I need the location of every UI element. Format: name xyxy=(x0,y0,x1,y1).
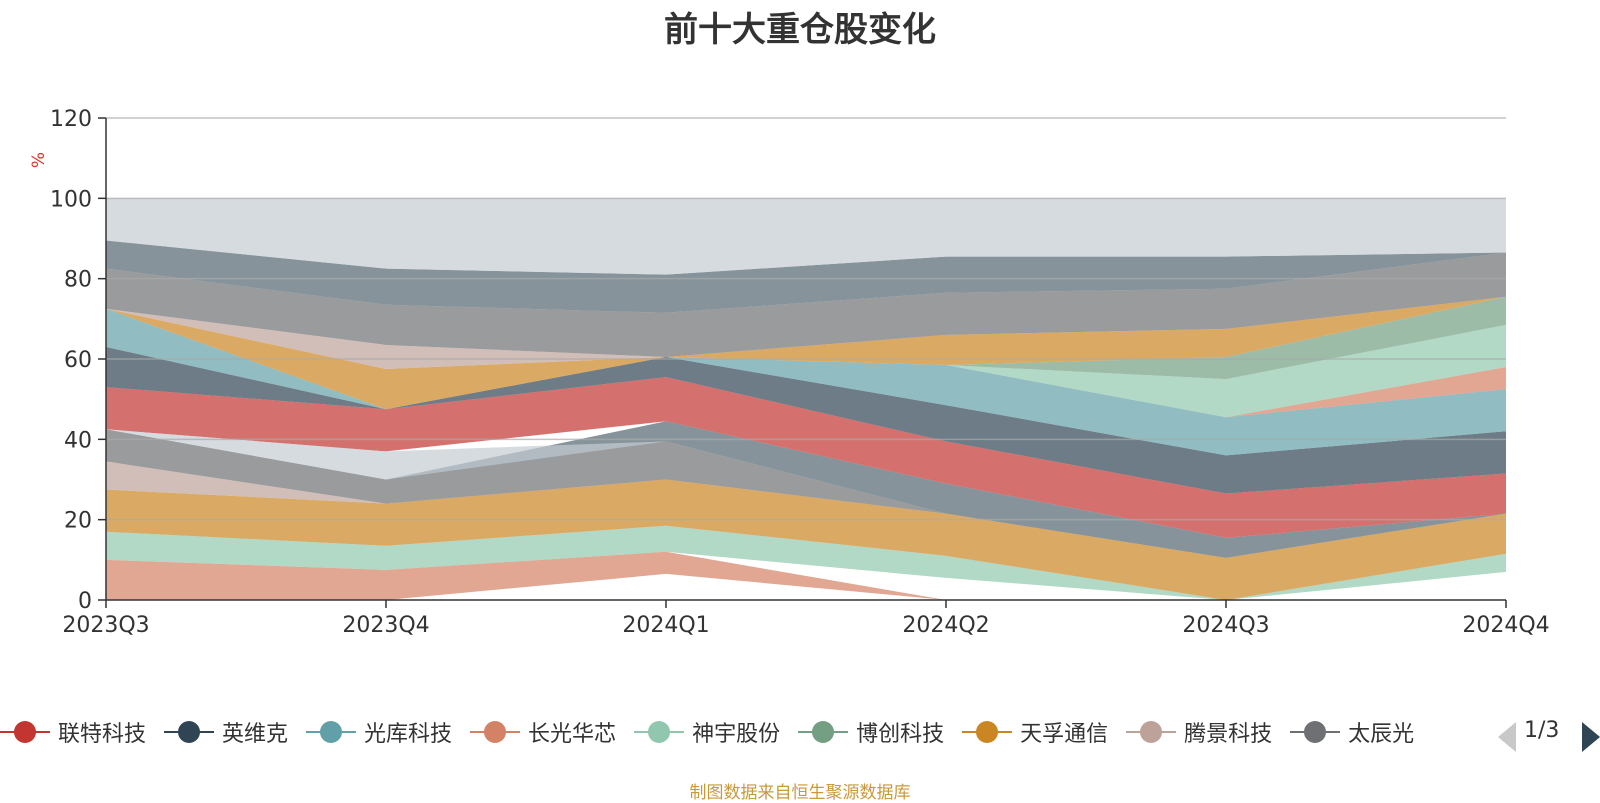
area-series-1 xyxy=(106,525,1506,600)
legend-label: 神宇股份 xyxy=(692,722,781,747)
legend-pager: 1/3 xyxy=(1498,718,1600,752)
area-series-6 xyxy=(106,377,1506,538)
area-series-17 xyxy=(106,429,1506,558)
legend-page-indicator: 1/3 xyxy=(1524,718,1560,743)
x-tick-label-1: 2023Q4 xyxy=(342,613,429,638)
y-tick-label-1: 20 xyxy=(64,509,92,534)
legend-marker-icon xyxy=(1290,721,1341,743)
legend-marker-icon xyxy=(962,721,1013,743)
area-series-16 xyxy=(106,198,1506,275)
y-tick-label-0: 0 xyxy=(78,589,92,614)
legend-label: 太辰光 xyxy=(1348,722,1415,747)
area-series-13 xyxy=(106,296,1506,370)
area-series-group xyxy=(106,198,1506,600)
legend-item-0[interactable]: 联特科技 xyxy=(0,712,146,752)
x-tick-label-3: 2024Q2 xyxy=(902,613,989,638)
axes-group: 0 20 40 60 80 100 120 2023Q3 2023Q4 2024Q1 2024Q2 2… xyxy=(50,107,1550,638)
legend-prev-arrow-icon[interactable] xyxy=(1498,722,1516,752)
grid-lines xyxy=(106,117,1506,521)
area-series-2 xyxy=(106,479,1506,600)
legend-marker-icon xyxy=(306,721,357,743)
legend-label: 长光华芯 xyxy=(528,722,617,747)
y-tick-label-5: 100 xyxy=(50,187,92,212)
legend-item-3[interactable]: 长光华芯 xyxy=(470,712,616,752)
legend: 联特科技 英维克 光库科技 长光华芯 神宇股份 博创科技 天孚通信 腾景科技 太辰光 xyxy=(0,712,1480,752)
legend-marker-icon xyxy=(1126,721,1177,743)
legend-marker-icon xyxy=(164,721,215,743)
y-tick-label-3: 60 xyxy=(64,348,92,373)
legend-item-2[interactable]: 光库科技 xyxy=(306,712,452,752)
area-series-7 xyxy=(106,346,1506,494)
legend-next-arrow-icon[interactable] xyxy=(1582,722,1600,752)
y-tick-label-4: 80 xyxy=(64,268,92,293)
chart-canvas: 0 20 40 60 80 100 120 2023Q3 2023Q4 2024Q1 2024Q2 2… xyxy=(29,107,1550,638)
legend-marker-icon xyxy=(634,721,685,743)
legend-marker-icon xyxy=(470,721,521,743)
y-tick-label-6: 120 xyxy=(50,107,92,132)
y-axis-label: % xyxy=(29,152,49,168)
legend-item-6[interactable]: 天孚通信 xyxy=(962,712,1108,752)
legend-marker-icon xyxy=(0,721,50,743)
x-tick-label-5: 2024Q4 xyxy=(1462,613,1549,638)
area-series-8 xyxy=(106,308,1506,456)
area-series-15 xyxy=(106,240,1506,313)
legend-item-4[interactable]: 神宇股份 xyxy=(634,712,780,752)
area-series-14 xyxy=(106,252,1506,357)
legend-label: 英维克 xyxy=(222,722,289,747)
legend-item-8[interactable]: 太辰光 xyxy=(1290,712,1414,752)
legend-marker-icon xyxy=(798,721,849,743)
y-tick-label-2: 40 xyxy=(64,428,92,453)
area-series-12 xyxy=(106,296,1506,410)
area-series-10 xyxy=(106,308,1506,418)
legend-item-7[interactable]: 腾景科技 xyxy=(1126,712,1272,752)
x-tick-label-4: 2024Q3 xyxy=(1182,613,1269,638)
x-tick-label-2: 2024Q1 xyxy=(622,613,709,638)
x-tick-label-0: 2023Q3 xyxy=(62,613,149,638)
legend-label: 联特科技 xyxy=(58,722,147,747)
legend-label: 博创科技 xyxy=(856,722,945,747)
legend-item-1[interactable]: 英维克 xyxy=(164,712,288,752)
legend-label: 腾景科技 xyxy=(1184,722,1273,747)
legend-item-5[interactable]: 博创科技 xyxy=(798,712,944,752)
legend-label: 光库科技 xyxy=(364,722,453,747)
legend-label: 天孚通信 xyxy=(1020,722,1109,747)
area-series-0 xyxy=(106,551,1506,600)
chart-title: 前十大重仓股变化 xyxy=(664,10,936,50)
source-note: 制图数据来自恒生聚源数据库 xyxy=(689,783,911,803)
area-series-4 xyxy=(106,429,1506,558)
